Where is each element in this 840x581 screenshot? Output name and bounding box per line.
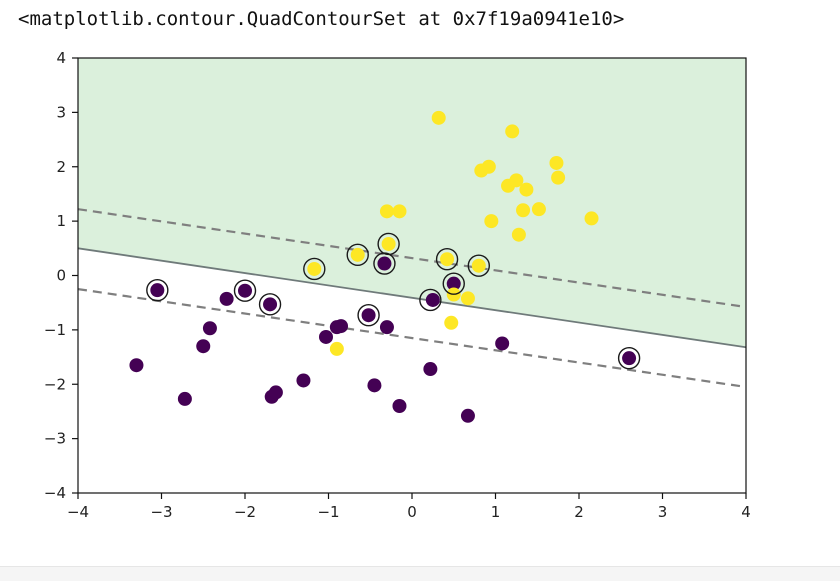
point-class1-0	[307, 261, 322, 276]
x-tick-label-4: 0	[407, 503, 417, 521]
point-class0-19	[423, 362, 438, 377]
point-class0-11	[318, 329, 333, 344]
point-class0-16	[379, 320, 394, 335]
point-class0-5	[219, 291, 234, 306]
support-vector-ring-11	[467, 254, 490, 277]
point-class0-3	[196, 339, 211, 354]
point-class0-10	[296, 373, 311, 388]
support-vector-ring-8	[419, 288, 442, 312]
point-class1-20	[519, 182, 534, 197]
point-class0-1	[129, 358, 144, 373]
point-class1-22	[549, 155, 564, 170]
x-tick-label-0: −4	[67, 503, 89, 521]
point-class0-4	[202, 321, 217, 336]
margin-upper-line	[78, 208, 746, 309]
y-tick-label-3: −1	[44, 321, 66, 339]
point-class1-17	[509, 173, 524, 188]
support-vector-ring-1	[233, 279, 257, 302]
point-class0-24	[622, 351, 637, 366]
point-class1-5	[329, 341, 344, 356]
point-class0-0	[150, 283, 165, 298]
class1-region	[78, 58, 746, 348]
support-vector-ring-12	[617, 346, 641, 370]
output-footer-bar	[0, 566, 840, 581]
point-class1-19	[516, 203, 531, 218]
support-vector-ring-7	[377, 232, 400, 256]
output-repr-text: <matplotlib.contour.QuadContourSet at 0x…	[18, 8, 625, 30]
point-class1-7	[440, 252, 455, 267]
point-class0-6	[238, 283, 252, 298]
support-vector-rings	[146, 232, 641, 370]
point-class0-15	[367, 378, 382, 393]
plot-area	[78, 58, 746, 493]
y-tick-label-1: −3	[44, 430, 66, 448]
point-class1-23	[551, 170, 566, 185]
point-class0-13	[334, 319, 349, 334]
decision-boundary-line	[78, 247, 746, 349]
y-tick-label-4: 0	[56, 267, 66, 285]
point-class1-11	[471, 258, 486, 273]
point-class1-13	[481, 159, 496, 174]
point-class0-2	[177, 391, 192, 406]
x-tick-label-1: −3	[150, 503, 172, 521]
margin-lower-line	[78, 288, 746, 389]
x-tick-label-2: −2	[234, 503, 256, 521]
y-tick-label-5: 1	[56, 212, 66, 230]
x-tick-label-3: −1	[317, 503, 339, 521]
support-vector-ring-5	[357, 303, 380, 327]
point-class1-18	[511, 227, 526, 242]
point-class0-22	[460, 408, 475, 423]
x-tick-label-7: 3	[658, 503, 668, 521]
y-tick-label-0: −4	[44, 484, 66, 502]
support-vector-ring-0	[146, 278, 169, 302]
point-class1-16	[505, 124, 520, 139]
point-class1-1	[350, 247, 365, 262]
x-tick-label-8: 4	[741, 503, 751, 521]
point-class1-24	[584, 211, 599, 226]
y-tick-label-2: −2	[44, 375, 66, 393]
point-class0-20	[425, 292, 440, 307]
point-class1-6	[431, 110, 446, 125]
point-class1-21	[531, 202, 546, 217]
y-tick-label-8: 4	[56, 49, 66, 67]
point-class0-21	[446, 276, 461, 291]
x-tick-label-5: 1	[491, 503, 501, 521]
y-tick-label-7: 3	[56, 103, 66, 121]
support-vector-ring-10	[442, 272, 465, 295]
scatter-points	[129, 110, 637, 423]
point-class1-4	[392, 204, 407, 219]
point-class1-14	[484, 214, 499, 229]
point-class1-2	[381, 236, 396, 251]
support-vector-ring-9	[435, 247, 459, 271]
support-vector-ring-4	[346, 243, 369, 267]
x-tick-label-6: 2	[574, 503, 584, 521]
point-class0-9	[268, 385, 283, 400]
x-axis: −4 −3 −2 −1 0 1 2 3 4	[67, 493, 751, 521]
point-class0-23	[495, 336, 510, 351]
y-tick-label-6: 2	[56, 158, 66, 176]
point-class1-10	[460, 291, 475, 306]
support-vector-ring-2	[258, 293, 282, 316]
point-class0-7	[263, 297, 278, 312]
point-class0-14	[361, 308, 376, 323]
point-class0-18	[392, 399, 407, 413]
point-class0-17	[377, 256, 392, 271]
y-axis: −4 −3 −2 −1 0 1 2 3 4	[44, 49, 78, 502]
point-class1-8	[444, 315, 459, 330]
point-class1-3	[379, 204, 394, 219]
support-vector-ring-3	[303, 257, 326, 281]
svm-scatter-chart: −4 −3 −2 −1 0 1 2 3 4 −4 −3 −2 −1 0 1 2 3 4	[44, 49, 751, 521]
